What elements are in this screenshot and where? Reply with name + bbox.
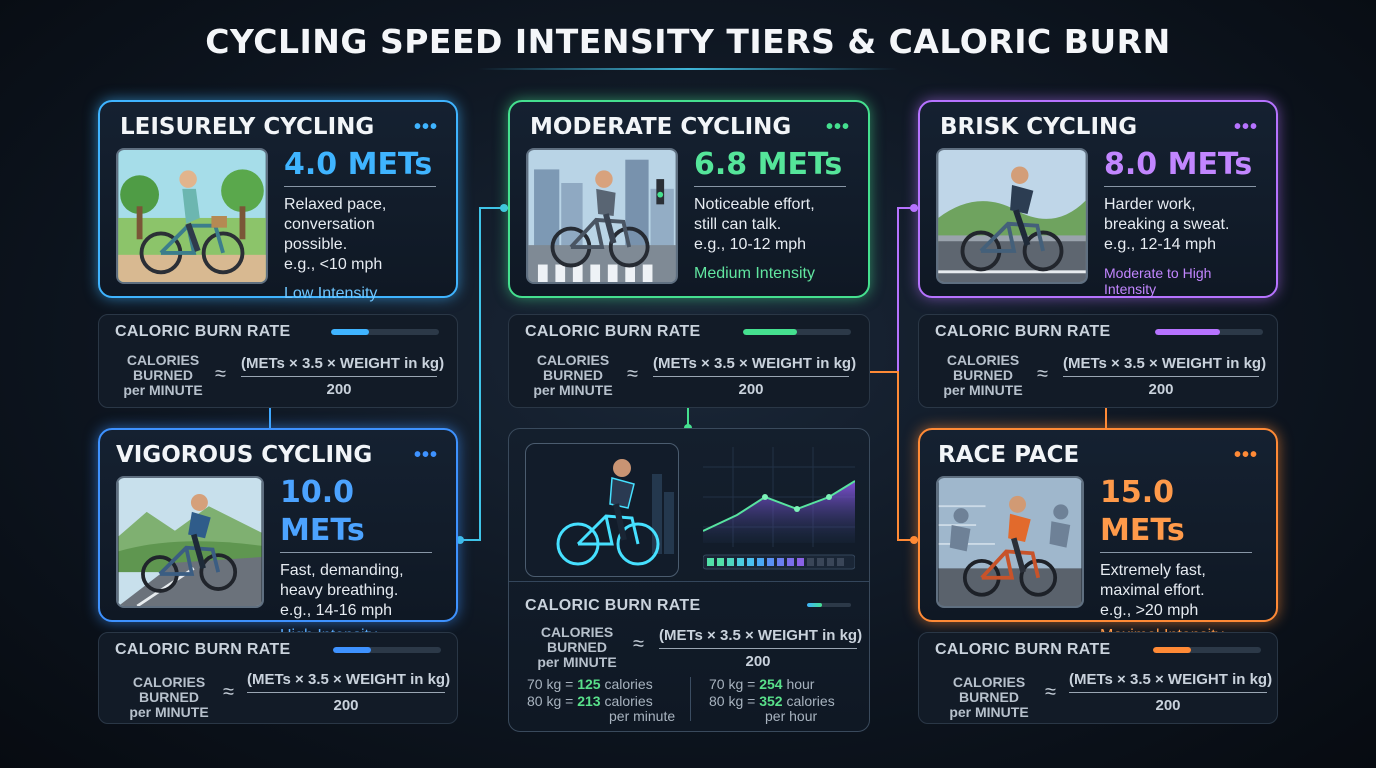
tier-desc-line1: Fast, demanding, <box>280 562 404 579</box>
formula: (METs × 3.5 × WEIGHT in kg) 200 <box>659 627 863 670</box>
mountain-road-rider-image <box>116 476 264 608</box>
tier-title: VIGOROUS CYCLING <box>116 442 373 468</box>
calc-label: CALORIES BURNED per MINUTE <box>537 624 617 670</box>
more-options-icon[interactable]: ••• <box>1233 116 1258 138</box>
approx-symbol: ≈ <box>223 681 234 703</box>
approx-symbol: ≈ <box>1045 681 1056 703</box>
intensity-bar <box>1155 329 1263 335</box>
tier-card-race: RACE PACE ••• 15.0 METs Extremely fast, … <box>918 428 1278 644</box>
intensity-bar <box>333 647 441 653</box>
formula: (METs × 3.5 × WEIGHT in kg) 200 <box>653 355 857 398</box>
calc-panel-leisurely: CALORIC BURN RATE CALORIES BURNED per MINU… <box>98 314 458 408</box>
tier-desc-line1: Noticeable effort, <box>694 196 815 213</box>
intensity-label: Medium Intensity <box>694 265 815 282</box>
tier-speed: e.g., 14-16 mph <box>280 602 393 619</box>
tier-desc-line2: breaking a sweat. <box>1104 216 1230 233</box>
calc-title: CALORIC BURN RATE <box>525 323 701 340</box>
intensity-bar <box>807 603 851 607</box>
mets-value: 15.0 METs <box>1100 475 1185 548</box>
peloton-rider-image <box>936 476 1084 608</box>
tier-desc-line1: Harder work, <box>1104 196 1196 213</box>
tier-speed: e.g., <10 mph <box>284 256 383 273</box>
tier-card-vigorous: VIGOROUS CYCLING ••• 10.0 METs Fast, dem… <box>98 428 458 644</box>
calc-label: CALORIES BURNED per MINUTE <box>533 352 613 398</box>
tier-desc-line1: Extremely fast, <box>1100 562 1206 579</box>
trend-graph <box>702 447 856 577</box>
calc-panel-moderate: CALORIC BURN RATE CALORIES BURNED per MINU… <box>508 314 870 408</box>
calc-panel-brisk: CALORIC BURN RATE CALORIES BURNED per MINU… <box>918 314 1278 408</box>
tier-title: MODERATE CYCLING <box>530 114 792 140</box>
tier-title: RACE PACE <box>938 442 1080 468</box>
mets-value: 8.0 METs <box>1104 147 1253 182</box>
road-rider-image <box>936 148 1088 284</box>
approx-symbol: ≈ <box>633 633 644 655</box>
tier-card-leisurely: LEISURELY CYCLING ••• 4.0 METs Relaxed p… <box>98 100 458 302</box>
more-options-icon[interactable]: ••• <box>413 116 438 138</box>
calc-title: CALORIC BURN RATE <box>525 597 701 614</box>
mets-value: 10.0 METs <box>280 475 365 548</box>
divider <box>284 186 436 187</box>
page-title: CYCLING SPEED INTENSITY TIERS & CALORIC … <box>205 22 1171 61</box>
intensity-bar <box>1153 647 1261 653</box>
calc-label: CALORIES BURNED per MINUTE <box>949 674 1029 720</box>
more-options-icon[interactable]: ••• <box>1233 444 1258 466</box>
calc-panel-race: CALORIC BURN RATE CALORIES BURNED per MINU… <box>918 632 1278 724</box>
tier-speed: e.g., 12-14 mph <box>1104 236 1217 253</box>
calc-label: CALORIES BURNED per MINUTE <box>123 352 203 398</box>
divider <box>280 552 432 553</box>
tier-desc-line2: still can talk. <box>694 216 782 233</box>
leisure-rider-image <box>116 148 268 284</box>
calc-title: CALORIC BURN RATE <box>115 641 291 658</box>
intensity-label: Low Intensity <box>284 285 378 302</box>
approx-symbol: ≈ <box>1037 363 1048 385</box>
intensity-bar <box>331 329 439 335</box>
divider <box>1100 552 1252 553</box>
tier-speed: e.g., 10-12 mph <box>694 236 807 253</box>
formula: (METs × 3.5 × WEIGHT in kg) 200 <box>1063 355 1267 398</box>
section-divider <box>509 581 869 582</box>
more-options-icon[interactable]: ••• <box>413 444 438 466</box>
tier-card-moderate: MODERATE CYCLING ••• 6.8 METs Noticeable… <box>508 100 870 298</box>
calc-label: CALORIES BURNED per MINUTE <box>943 352 1023 398</box>
calc-title: CALORIC BURN RATE <box>935 323 1111 340</box>
example-per-hour: 70 kg = 254 hour 80 kg = 352 calories pe… <box>709 676 835 724</box>
sprint-rider-image <box>525 443 679 577</box>
tier-title: BRISK CYCLING <box>940 114 1138 140</box>
calc-panel-vigorous: CALORIC BURN RATE CALORIES BURNED per MINU… <box>98 632 458 724</box>
approx-symbol: ≈ <box>627 363 638 385</box>
more-options-icon[interactable]: ••• <box>825 116 850 138</box>
tier-speed: e.g., >20 mph <box>1100 602 1199 619</box>
tier-card-brisk: BRISK CYCLING ••• 8.0 METs Harder work, … <box>918 100 1278 298</box>
tier-desc-line2: maximal effort. <box>1100 582 1205 599</box>
intensity-bar <box>743 329 851 335</box>
tier-desc-line2: conversation possible. <box>284 216 375 253</box>
divider <box>1104 186 1256 187</box>
formula: (METs × 3.5 × WEIGHT in kg) 200 <box>241 355 445 398</box>
title-underline <box>478 68 898 70</box>
example-divider <box>690 677 691 721</box>
mets-value: 4.0 METs <box>284 147 433 182</box>
city-rider-image <box>526 148 678 284</box>
calc-title: CALORIC BURN RATE <box>935 641 1111 658</box>
formula: (METs × 3.5 × WEIGHT in kg) 200 <box>247 671 451 714</box>
calc-title: CALORIC BURN RATE <box>115 323 291 340</box>
divider <box>694 186 846 187</box>
calc-label: CALORIES BURNED per MINUTE <box>129 674 209 720</box>
example-per-minute: 70 kg = 125 calories 80 kg = 213 calorie… <box>527 676 676 724</box>
formula: (METs × 3.5 × WEIGHT in kg) 200 <box>1069 671 1273 714</box>
tier-desc-line1: Relaxed pace, <box>284 196 387 213</box>
approx-symbol: ≈ <box>215 363 226 385</box>
tier-title: LEISURELY CYCLING <box>120 114 375 140</box>
tier-desc-line2: heavy breathing. <box>280 582 399 599</box>
mets-value: 6.8 METs <box>694 147 843 182</box>
intensity-label: Moderate to High Intensity <box>1104 265 1212 297</box>
summary-panel: CALORIC BURN RATE CALORIES BURNED per MINU… <box>508 428 870 732</box>
